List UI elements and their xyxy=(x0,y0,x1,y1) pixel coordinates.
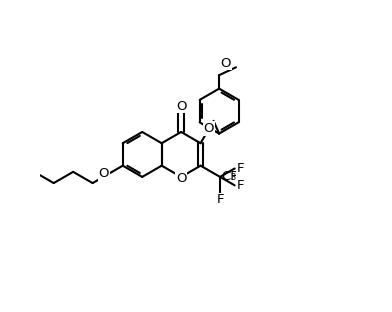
Text: O: O xyxy=(98,167,109,180)
Text: F: F xyxy=(216,193,224,207)
Text: F: F xyxy=(236,162,244,175)
Text: O: O xyxy=(176,172,186,185)
Text: O: O xyxy=(176,100,186,113)
Text: CF: CF xyxy=(221,170,238,183)
Text: O: O xyxy=(221,56,231,70)
Text: $_3$: $_3$ xyxy=(230,170,236,183)
Text: O: O xyxy=(203,122,214,135)
Text: F: F xyxy=(236,179,244,192)
